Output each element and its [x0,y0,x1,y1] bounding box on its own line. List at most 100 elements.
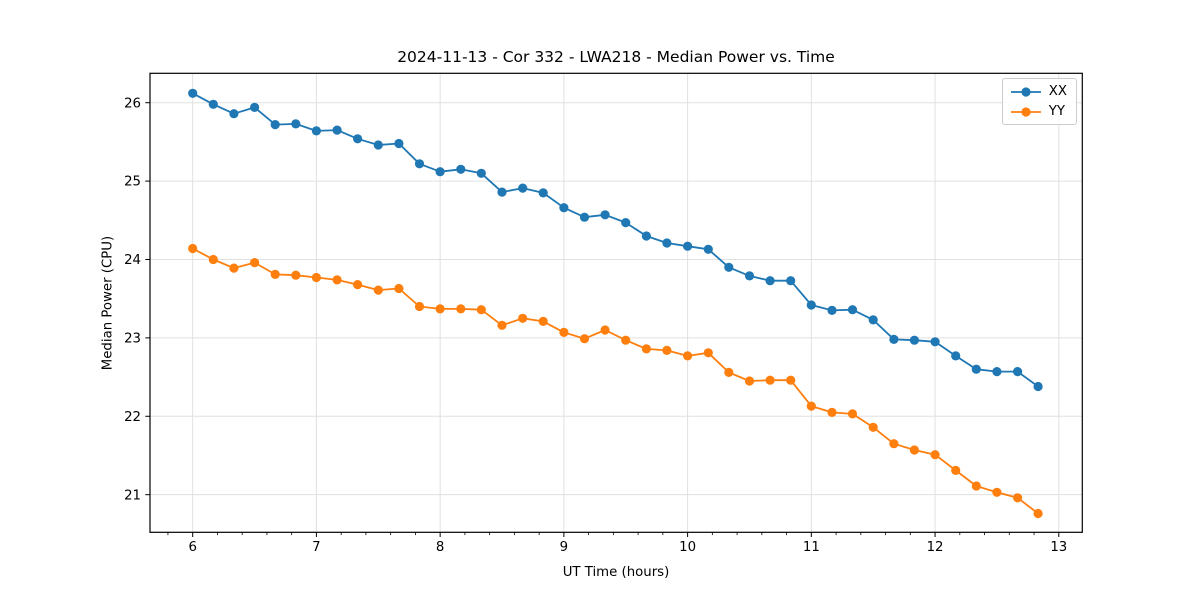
data-point-xx [208,99,218,109]
data-point-xx [641,231,652,241]
data-point-yy [806,401,816,411]
y-tick-label: 23 [124,331,141,346]
data-point-xx [683,241,693,251]
data-point-xx [291,119,301,129]
y-tick-label: 26 [124,96,141,111]
data-point-xx [909,335,920,345]
data-point-yy [518,313,528,323]
data-point-yy [291,270,301,280]
data-point-yy [641,344,652,354]
data-point-xx [971,364,981,374]
y-tick-label: 24 [124,253,141,268]
data-point-yy [353,280,363,290]
legend-item-yy: YY [1010,103,1067,120]
data-point-xx [703,244,713,254]
data-point-xx [847,305,858,315]
data-point-yy [497,320,507,330]
x-tick-label: 7 [312,540,320,555]
data-point-xx [889,334,899,344]
data-point-xx [332,125,342,135]
data-point-xx [250,102,260,112]
data-point-xx [1033,381,1043,392]
data-point-xx [414,159,425,169]
x-tick-label: 11 [803,540,820,555]
data-point-yy [476,305,486,315]
data-point-xx [827,305,837,315]
data-point-xx [579,212,590,222]
data-point-yy [270,269,280,279]
data-point-yy [332,275,342,285]
data-point-xx [270,120,280,130]
data-point-yy [847,409,858,419]
data-point-xx [724,262,734,272]
legend: XX YY [1001,78,1077,125]
data-point-xx [786,276,796,286]
y-axis-label: Median Power (CPU) [100,235,116,371]
x-tick-label: 8 [436,540,444,555]
data-point-yy [786,375,796,385]
data-point-xx [518,183,528,193]
data-point-xx [311,126,321,136]
data-point-yy [538,316,548,326]
data-point-xx [621,218,631,228]
data-point-yy [229,263,239,273]
data-point-yy [208,254,218,265]
line-marker-icon [1010,86,1041,97]
data-point-yy [930,450,940,460]
data-point-xx [373,140,383,150]
data-point-xx [744,271,755,281]
data-point-xx [868,315,878,325]
y-tick-label: 22 [124,410,141,425]
data-point-xx [930,337,940,347]
data-point-yy [559,327,569,337]
data-point-xx [1013,367,1023,377]
data-point-yy [1013,493,1023,503]
data-point-xx [188,88,198,98]
y-tick-label: 21 [124,488,141,503]
data-point-xx [559,203,569,213]
data-point-yy [909,445,920,455]
data-point-xx [600,210,610,220]
data-point-yy [992,487,1002,497]
data-point-xx [951,351,961,361]
data-point-yy [456,304,466,314]
data-point-xx [476,168,486,178]
legend-label-yy: YY [1048,104,1066,119]
data-point-xx [353,134,363,144]
data-point-yy [600,325,610,335]
data-point-yy [951,465,961,475]
data-point-yy [311,272,321,283]
data-point-xx [497,187,507,197]
data-point-yy [971,481,981,491]
data-point-yy [703,348,713,358]
data-point-yy [250,258,260,268]
y-tick-label: 25 [124,175,141,190]
data-point-yy [1033,508,1043,519]
data-point-yy [373,285,383,295]
x-tick-label: 9 [560,540,568,555]
data-point-xx [538,188,548,198]
axes-spines [149,72,1083,533]
x-tick-label: 6 [188,540,196,555]
data-point-yy [889,439,899,449]
chart-title: 2024-11-13 - Cor 332 - LWA218 - Median P… [397,48,835,66]
data-point-yy [414,301,425,312]
data-point-yy [435,304,445,314]
data-point-yy [765,375,775,385]
x-tick-label: 12 [927,540,944,555]
data-point-xx [806,300,816,310]
data-point-xx [456,164,466,174]
legend-item-xx: XX [1010,83,1067,100]
data-point-yy [621,335,631,345]
data-point-xx [394,138,404,149]
data-point-xx [765,276,775,286]
x-tick-label: 13 [1050,540,1067,555]
data-point-xx [229,109,239,119]
x-tick-label: 10 [679,540,696,555]
data-point-yy [394,283,404,294]
data-point-xx [662,238,672,248]
data-point-yy [683,351,693,361]
x-axis-label: UT Time (hours) [562,565,670,580]
